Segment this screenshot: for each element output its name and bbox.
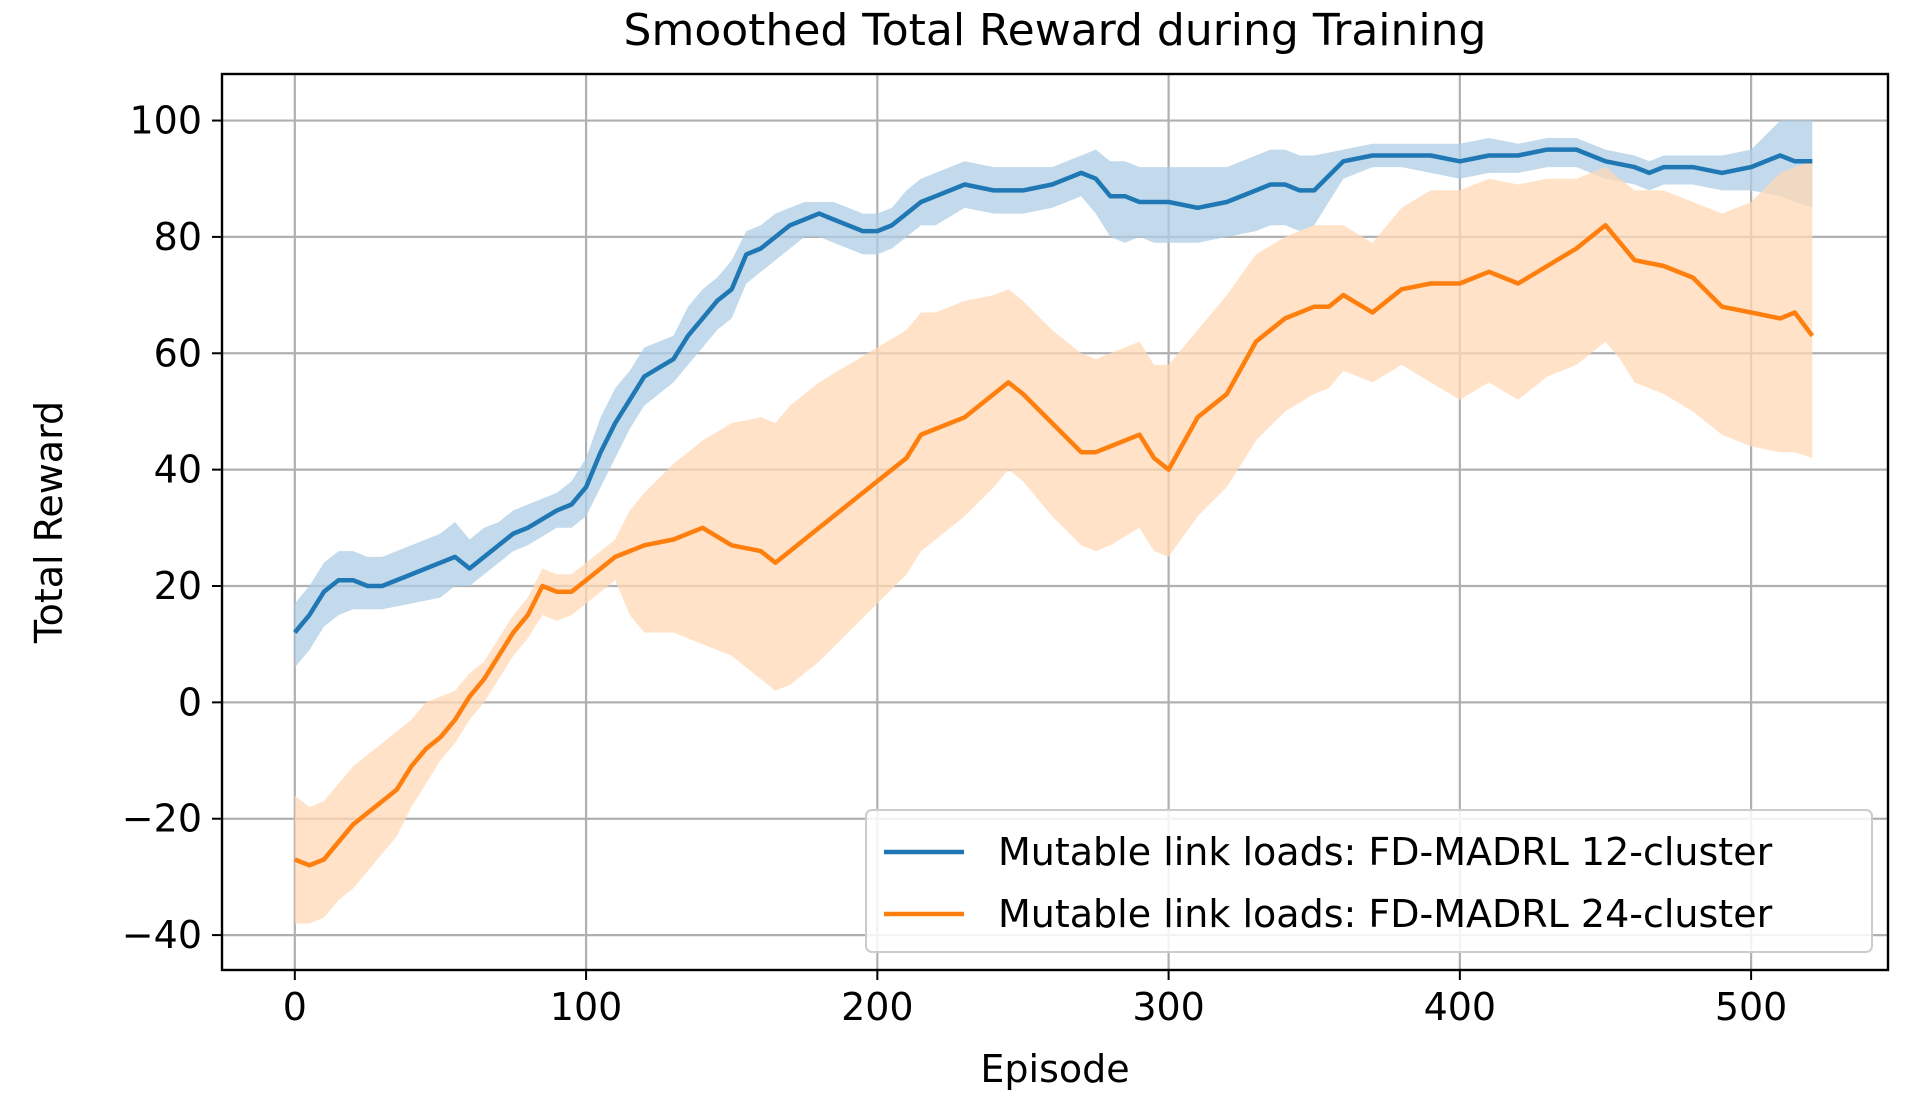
confidence-bands	[294, 120, 1813, 924]
legend-box	[865, 809, 1873, 953]
series-line-12-cluster	[293, 147, 1813, 634]
series-lines	[293, 147, 1815, 868]
y-tick-label: 80	[154, 215, 202, 259]
series-line-24-cluster	[293, 223, 1815, 868]
x-tick-label: 100	[550, 985, 623, 1029]
legend: Mutable link loads: FD-MADRL 12-cluster …	[865, 809, 1873, 953]
axis-ticks	[212, 119, 1753, 980]
x-tick-label: 300	[1132, 985, 1205, 1029]
y-tick-label: 0	[178, 680, 202, 724]
x-tick-label: 500	[1715, 985, 1788, 1029]
plot-area-frame	[220, 72, 1890, 972]
x-tick-label: 400	[1424, 985, 1497, 1029]
y-tick-label: −20	[122, 797, 202, 841]
y-tick-labels: −40 −20 0 20 40 60 80 100	[122, 99, 202, 958]
chart-title: Smoothed Total Reward during Training	[624, 5, 1487, 56]
y-tick-label: 60	[154, 331, 202, 375]
confidence-band-24-cluster	[294, 161, 1813, 924]
x-axis-title: Episode	[980, 1047, 1129, 1091]
legend-label-12-cluster: Mutable link loads: FD-MADRL 12-cluster	[998, 830, 1773, 874]
x-tick-labels: 0 100 200 300 400 500	[283, 985, 1788, 1029]
y-tick-label: 20	[154, 564, 202, 608]
confidence-band-12-cluster	[294, 120, 1813, 668]
legend-label-24-cluster: Mutable link loads: FD-MADRL 24-cluster	[998, 892, 1773, 936]
x-tick-label: 200	[841, 985, 914, 1029]
y-tick-label: −40	[122, 913, 202, 957]
y-axis-title: Total Reward	[27, 401, 71, 644]
y-tick-label: 100	[129, 99, 202, 143]
y-tick-label: 40	[154, 448, 202, 492]
x-tick-label: 0	[283, 985, 307, 1029]
